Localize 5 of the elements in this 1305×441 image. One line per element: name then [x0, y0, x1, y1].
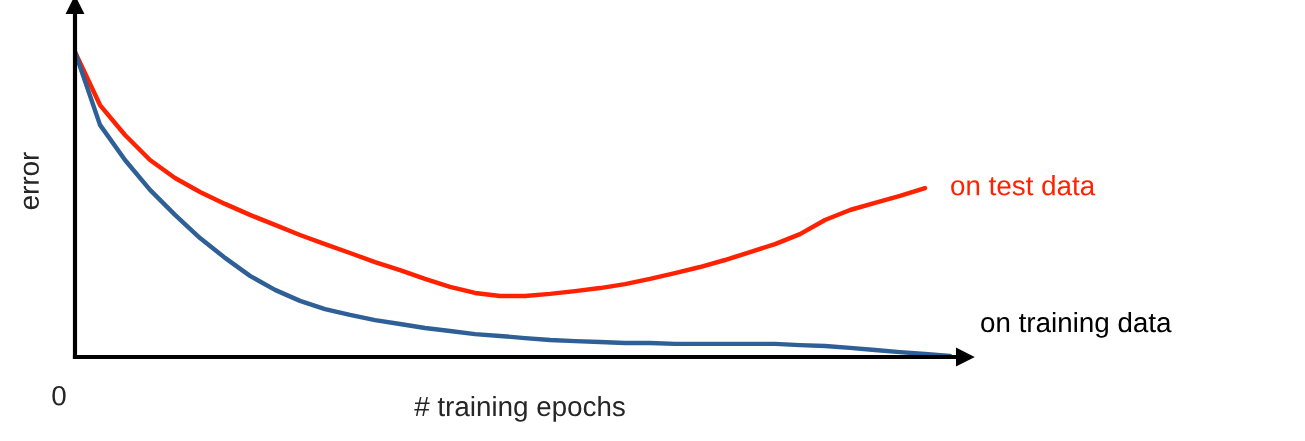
text: 0 [52, 385, 66, 406]
series-label: on test data [951, 175, 1096, 196]
series-label: on training data [981, 311, 1172, 338]
y-axis-title: error [23, 152, 39, 210]
x-axis-title: # training epochs [414, 395, 625, 422]
